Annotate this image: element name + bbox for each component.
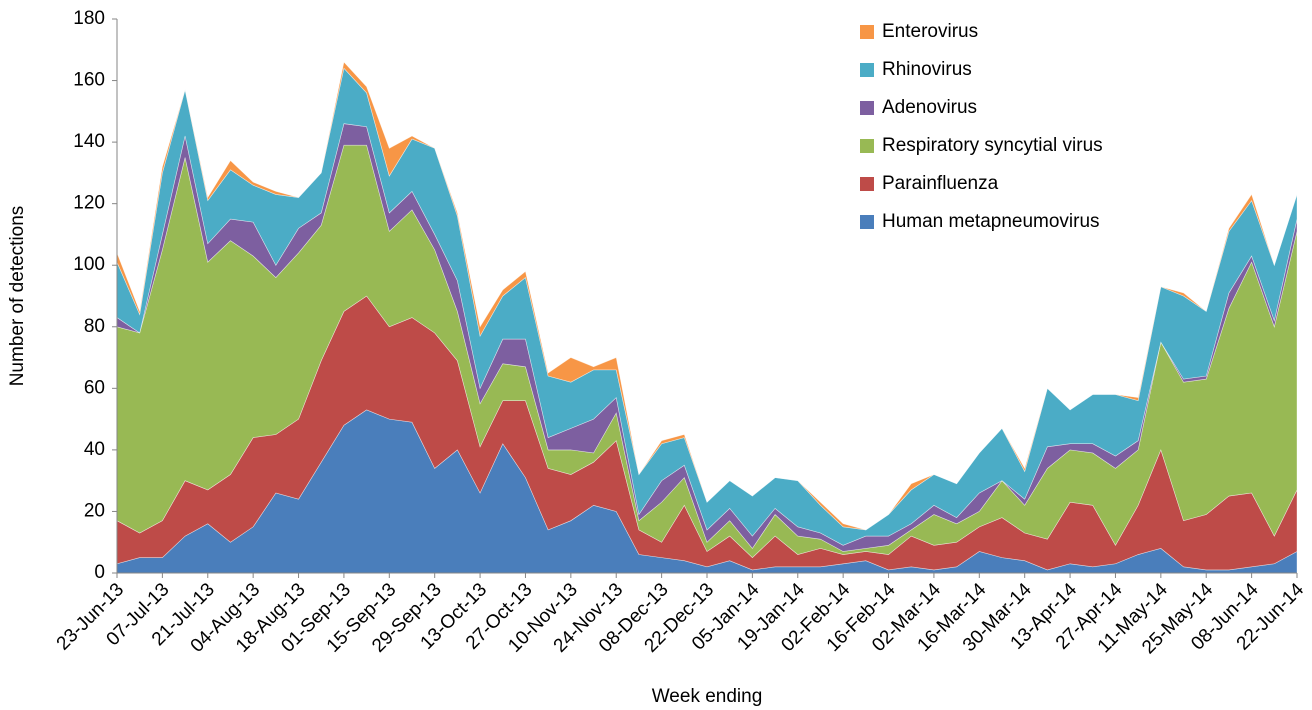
legend-label: Respiratory syncytial virus — [882, 135, 1103, 156]
y-tick-label: 100 — [73, 254, 105, 275]
legend-swatch — [860, 177, 874, 191]
y-tick-label: 20 — [84, 500, 105, 521]
legend-swatch — [860, 101, 874, 115]
legend-swatch — [860, 25, 874, 39]
legend-swatch — [860, 63, 874, 77]
y-tick-label: 80 — [84, 316, 105, 337]
legend-swatch — [860, 139, 874, 153]
x-axis-title: Week ending — [652, 686, 763, 707]
legend-label: Enterovirus — [882, 21, 978, 42]
y-tick-label: 40 — [84, 439, 105, 460]
y-tick-label: 120 — [73, 193, 105, 214]
y-tick-label: 0 — [94, 562, 105, 583]
legend-label: Human metapneumovirus — [882, 211, 1100, 232]
legend-label: Adenovirus — [882, 97, 977, 118]
y-tick-label: 140 — [73, 131, 105, 152]
legend-swatch — [860, 215, 874, 229]
y-tick-label: 60 — [84, 377, 105, 398]
y-tick-label: 160 — [73, 70, 105, 91]
y-tick-label: 180 — [73, 8, 105, 29]
area — [116, 61, 1298, 531]
legend-label: Parainfluenza — [882, 173, 999, 194]
legend-label: Rhinovirus — [882, 59, 972, 80]
y-axis-title: Number of detections — [7, 206, 28, 387]
